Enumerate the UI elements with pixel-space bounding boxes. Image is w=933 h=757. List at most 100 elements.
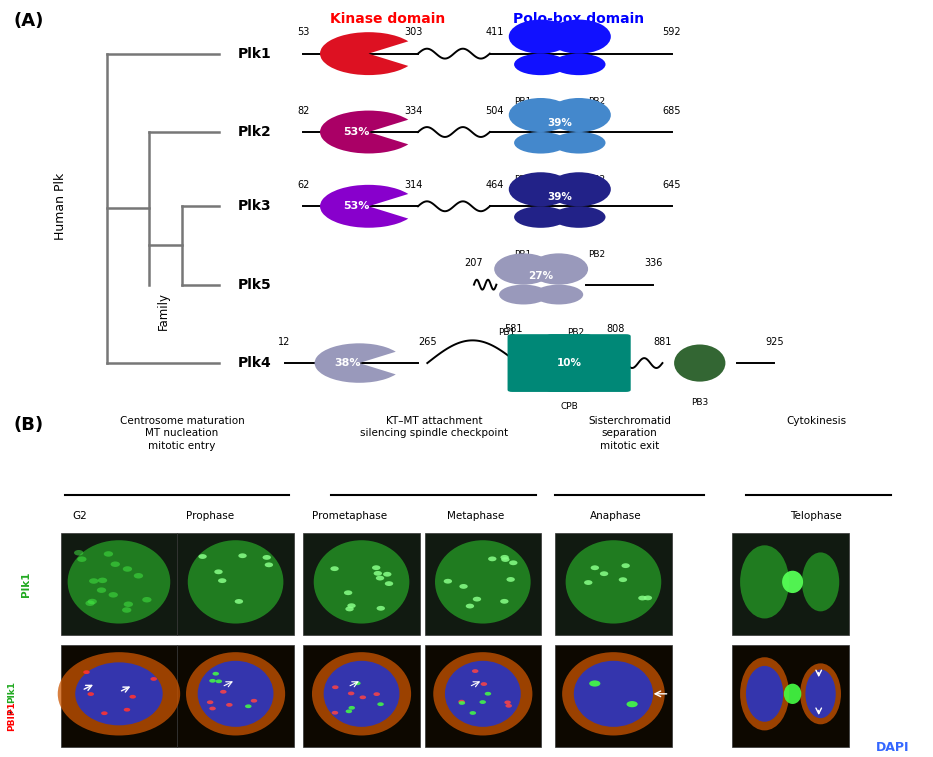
Text: Cytokinesis: Cytokinesis bbox=[787, 416, 846, 426]
Text: Plk2: Plk2 bbox=[238, 125, 272, 139]
Ellipse shape bbox=[480, 682, 487, 686]
Wedge shape bbox=[314, 344, 396, 383]
Text: DAPI: DAPI bbox=[876, 740, 910, 753]
Text: PB2: PB2 bbox=[567, 328, 584, 337]
Ellipse shape bbox=[124, 602, 133, 607]
FancyBboxPatch shape bbox=[425, 645, 541, 746]
Ellipse shape bbox=[332, 685, 339, 689]
Text: 645: 645 bbox=[662, 179, 681, 190]
Ellipse shape bbox=[445, 661, 521, 727]
Text: PB2: PB2 bbox=[589, 176, 606, 185]
Ellipse shape bbox=[355, 681, 361, 685]
Ellipse shape bbox=[552, 54, 606, 75]
Ellipse shape bbox=[621, 563, 630, 568]
Text: PB1: PB1 bbox=[514, 97, 531, 106]
Ellipse shape bbox=[459, 701, 466, 705]
Ellipse shape bbox=[552, 132, 606, 154]
Ellipse shape bbox=[514, 207, 567, 228]
Text: Plk1: Plk1 bbox=[238, 47, 272, 61]
Ellipse shape bbox=[535, 285, 583, 304]
Text: PB3: PB3 bbox=[691, 398, 708, 407]
Ellipse shape bbox=[372, 565, 381, 570]
Ellipse shape bbox=[226, 703, 232, 707]
Ellipse shape bbox=[265, 562, 273, 567]
Text: 62: 62 bbox=[297, 179, 310, 190]
Ellipse shape bbox=[506, 704, 512, 708]
Text: 925: 925 bbox=[765, 337, 784, 347]
Ellipse shape bbox=[124, 708, 131, 712]
Text: 581: 581 bbox=[504, 324, 522, 334]
Text: 336: 336 bbox=[644, 258, 662, 268]
Ellipse shape bbox=[220, 690, 227, 693]
Ellipse shape bbox=[58, 653, 180, 736]
Text: +: + bbox=[7, 705, 16, 715]
Text: Plk1: Plk1 bbox=[7, 681, 16, 703]
Ellipse shape bbox=[123, 566, 132, 572]
Ellipse shape bbox=[499, 285, 548, 304]
Text: 39%: 39% bbox=[548, 118, 572, 128]
Ellipse shape bbox=[562, 653, 664, 736]
Text: 464: 464 bbox=[485, 179, 504, 190]
Ellipse shape bbox=[130, 695, 136, 699]
Text: Telophase: Telophase bbox=[790, 511, 842, 521]
Ellipse shape bbox=[345, 709, 352, 713]
FancyBboxPatch shape bbox=[177, 645, 294, 746]
Text: 53: 53 bbox=[297, 27, 310, 37]
Ellipse shape bbox=[514, 132, 567, 154]
Ellipse shape bbox=[377, 702, 383, 706]
Ellipse shape bbox=[746, 666, 783, 721]
Text: (A): (A) bbox=[14, 12, 45, 30]
Ellipse shape bbox=[332, 711, 339, 715]
Ellipse shape bbox=[76, 662, 162, 725]
Ellipse shape bbox=[547, 20, 611, 54]
Ellipse shape bbox=[101, 712, 107, 715]
Ellipse shape bbox=[377, 606, 385, 611]
Ellipse shape bbox=[111, 562, 120, 567]
Ellipse shape bbox=[805, 669, 836, 718]
FancyBboxPatch shape bbox=[61, 533, 177, 634]
Wedge shape bbox=[320, 33, 409, 75]
Ellipse shape bbox=[359, 696, 366, 699]
Ellipse shape bbox=[88, 599, 97, 604]
Ellipse shape bbox=[348, 706, 355, 710]
Text: 27%: 27% bbox=[529, 271, 553, 281]
Text: 504: 504 bbox=[485, 105, 504, 116]
Ellipse shape bbox=[459, 584, 467, 589]
Text: Centrosome maturation
MT nucleation
mitotic entry: Centrosome maturation MT nucleation mito… bbox=[119, 416, 244, 451]
FancyBboxPatch shape bbox=[508, 334, 592, 392]
Text: Plk3: Plk3 bbox=[238, 199, 272, 213]
Ellipse shape bbox=[186, 653, 285, 736]
Ellipse shape bbox=[89, 578, 98, 584]
Ellipse shape bbox=[216, 680, 222, 684]
Ellipse shape bbox=[508, 20, 573, 54]
Text: Kinase domain: Kinase domain bbox=[329, 12, 445, 26]
Ellipse shape bbox=[383, 572, 392, 577]
Ellipse shape bbox=[784, 684, 801, 704]
Text: 12: 12 bbox=[278, 337, 291, 347]
Text: 303: 303 bbox=[404, 27, 423, 37]
Ellipse shape bbox=[67, 540, 170, 624]
FancyBboxPatch shape bbox=[425, 533, 541, 634]
Ellipse shape bbox=[484, 692, 491, 696]
Ellipse shape bbox=[245, 705, 252, 709]
Ellipse shape bbox=[199, 554, 207, 559]
Ellipse shape bbox=[373, 692, 380, 696]
Text: Prophase: Prophase bbox=[186, 511, 234, 521]
Text: PBIP1: PBIP1 bbox=[7, 702, 16, 731]
Ellipse shape bbox=[600, 572, 608, 576]
Ellipse shape bbox=[344, 590, 353, 595]
Ellipse shape bbox=[505, 700, 511, 704]
Ellipse shape bbox=[674, 344, 726, 382]
Ellipse shape bbox=[547, 173, 611, 207]
Text: PB1: PB1 bbox=[514, 250, 531, 259]
Ellipse shape bbox=[348, 692, 355, 696]
Text: Polo-box domain: Polo-box domain bbox=[513, 12, 644, 26]
Text: Sisterchromatid
separation
mitotic exit: Sisterchromatid separation mitotic exit bbox=[589, 416, 671, 451]
Ellipse shape bbox=[77, 556, 87, 562]
Text: Human Plk: Human Plk bbox=[54, 173, 67, 240]
Text: PB2: PB2 bbox=[589, 97, 606, 106]
Ellipse shape bbox=[235, 599, 244, 604]
Text: 82: 82 bbox=[297, 105, 310, 116]
Ellipse shape bbox=[501, 557, 509, 562]
FancyBboxPatch shape bbox=[547, 334, 631, 392]
